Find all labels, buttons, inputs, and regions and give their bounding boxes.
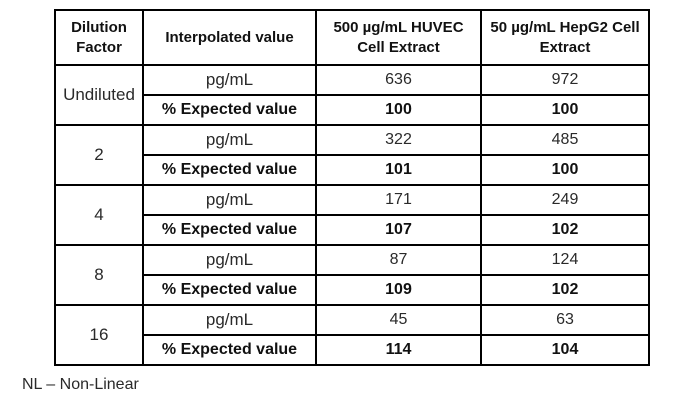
value-cell: 100 bbox=[315, 94, 482, 126]
table-row: 2 pg/mL 322 485 bbox=[54, 124, 650, 186]
value-cell: 485 bbox=[480, 124, 650, 156]
dilution-linearity-table: Dilution Factor Interpolated value 500 µ… bbox=[54, 9, 650, 366]
row-label-percent-expected: % Expected value bbox=[142, 94, 317, 126]
dilution-cell-undiluted: Undiluted bbox=[54, 64, 144, 126]
value-cell: 109 bbox=[315, 274, 482, 306]
table-row: 8 pg/mL 87 124 bbox=[54, 244, 650, 306]
value-cell: 636 bbox=[315, 64, 482, 96]
value-cell: 114 bbox=[315, 334, 482, 366]
row-label-pg-ml: pg/mL bbox=[142, 184, 317, 216]
value-cell: 124 bbox=[480, 244, 650, 276]
value-cell: 45 bbox=[315, 304, 482, 336]
row-label-percent-expected: % Expected value bbox=[142, 214, 317, 246]
header-dilution-factor: Dilution Factor bbox=[54, 9, 144, 66]
value-cell: 100 bbox=[480, 94, 650, 126]
table-body: Undiluted pg/mL 636 972 % Expected value… bbox=[54, 64, 650, 366]
footnote-nl-non-linear: NL – Non-Linear bbox=[22, 376, 139, 393]
row-label-percent-expected: % Expected value bbox=[142, 154, 317, 186]
dilution-linearity-table-wrap: Dilution Factor Interpolated value 500 µ… bbox=[54, 9, 650, 366]
value-cell: 972 bbox=[480, 64, 650, 96]
row-label-percent-expected: % Expected value bbox=[142, 274, 317, 306]
row-label-pg-ml: pg/mL bbox=[142, 304, 317, 336]
table-row: % Expected value 107 102 bbox=[55, 214, 650, 246]
dilution-cell-8: 8 bbox=[54, 244, 144, 306]
header-interpolated-value: Interpolated value bbox=[142, 9, 317, 66]
header-row: Dilution Factor Interpolated value 500 µ… bbox=[54, 9, 650, 66]
value-cell: 104 bbox=[480, 334, 650, 366]
row-label-pg-ml: pg/mL bbox=[142, 244, 317, 276]
header-hepg2-extract: 50 µg/mL HepG2 Cell Extract bbox=[480, 9, 650, 66]
row-label-percent-expected: % Expected value bbox=[142, 334, 317, 366]
row-label-pg-ml: pg/mL bbox=[142, 64, 317, 96]
value-cell: 171 bbox=[315, 184, 482, 216]
dilution-cell-4: 4 bbox=[54, 184, 144, 246]
table-row: Undiluted pg/mL 636 972 bbox=[54, 64, 650, 126]
value-cell: 101 bbox=[315, 154, 482, 186]
table-row: % Expected value 100 100 bbox=[55, 94, 650, 126]
table-row: 4 pg/mL 171 249 bbox=[54, 184, 650, 246]
table-row: % Expected value 101 100 bbox=[55, 154, 650, 186]
table-row: 16 pg/mL 45 63 bbox=[54, 304, 650, 366]
value-cell: 100 bbox=[480, 154, 650, 186]
row-label-pg-ml: pg/mL bbox=[142, 124, 317, 156]
value-cell: 102 bbox=[480, 214, 650, 246]
table-row: % Expected value 114 104 bbox=[55, 334, 650, 366]
dilution-cell-2: 2 bbox=[54, 124, 144, 186]
table-header: Dilution Factor Interpolated value 500 µ… bbox=[54, 9, 650, 66]
value-cell: 63 bbox=[480, 304, 650, 336]
value-cell: 249 bbox=[480, 184, 650, 216]
header-huvec-extract: 500 µg/mL HUVEC Cell Extract bbox=[315, 9, 482, 66]
value-cell: 107 bbox=[315, 214, 482, 246]
dilution-cell-16: 16 bbox=[54, 304, 144, 366]
table-row: % Expected value 109 102 bbox=[55, 274, 650, 306]
value-cell: 102 bbox=[480, 274, 650, 306]
value-cell: 322 bbox=[315, 124, 482, 156]
value-cell: 87 bbox=[315, 244, 482, 276]
